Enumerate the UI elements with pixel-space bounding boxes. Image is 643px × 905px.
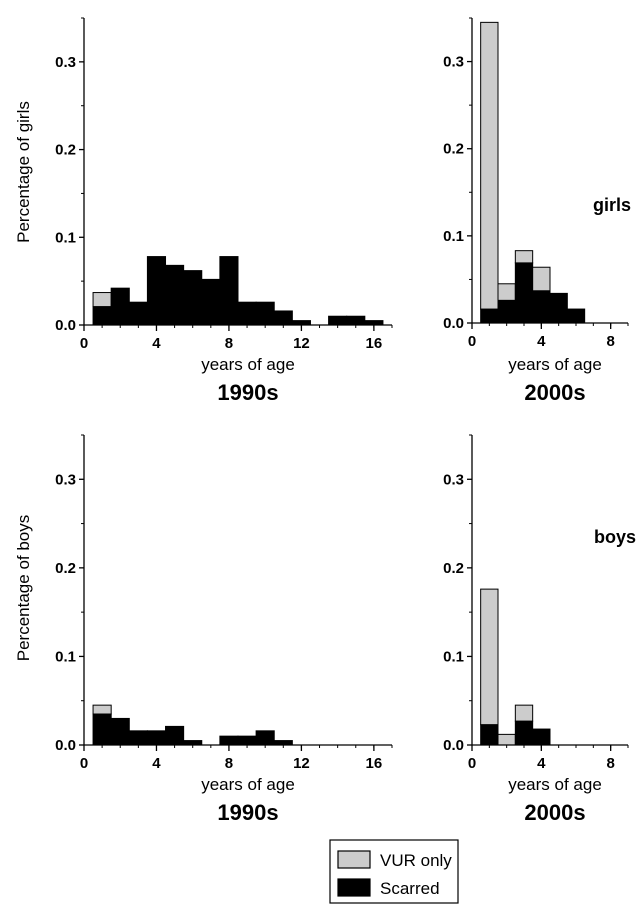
bar-scarred-girls-1990s-11	[273, 310, 293, 326]
y-tick-label-girls-1990s: 0.0	[55, 317, 76, 334]
bar-scarred-boys-2000s-3	[514, 720, 534, 746]
bar-scarred-girls-1990s-7	[201, 278, 221, 326]
x-axis-label-girls-1990s: years of age	[201, 355, 295, 374]
y-tick-label-girls-1990s: 0.2	[55, 142, 76, 159]
x-tick-label-boys-1990s: 16	[366, 755, 383, 772]
legend-label-scarred: Scarred	[380, 879, 440, 898]
x-tick-label-girls-2000s: 0	[468, 333, 476, 350]
x-axis-label-boys-1990s: years of age	[201, 775, 295, 794]
panel-girls-1990s: 0.0 0.1 0.2 0.3 0 4 8 12 16 years of age 1990s Perc…	[14, 17, 393, 405]
x-tick-label-boys-1990s: 12	[293, 755, 310, 772]
x-tick-label-boys-2000s: 0	[468, 755, 476, 772]
bar-scarred-boys-2000s-4	[532, 728, 551, 746]
decade-label-girls-2000s: 2000s	[524, 380, 585, 405]
bar-scarred-boys-2000s-1	[480, 724, 499, 746]
bar-vur-only-boys-2000s-3	[514, 704, 534, 722]
x-tick-label-girls-2000s: 4	[537, 333, 546, 350]
bar-scarred-boys-1990s-10	[255, 730, 275, 746]
bar-scarred-girls-1990s-6	[183, 270, 203, 326]
y-tick-label-boys-2000s: 0.3	[443, 471, 464, 488]
group-label-boys-2000s: boys	[594, 527, 636, 547]
bar-vur-only-boys-2000s-1	[480, 588, 499, 726]
panels: 0.0 0.1 0.2 0.3 0 4 8 12 16 years of age 1990s Perc…	[14, 17, 636, 825]
bar-scarred-girls-1990s-9	[237, 301, 257, 326]
bar-vur-only-girls-1990s-1	[92, 292, 112, 308]
bar-scarred-girls-1990s-16	[364, 320, 384, 326]
x-tick-label-boys-1990s: 0	[80, 755, 88, 772]
bar-scarred-girls-1990s-4	[146, 256, 167, 326]
bar-scarred-girls-1990s-12	[291, 320, 311, 326]
x-tick-label-boys-1990s: 4	[152, 755, 161, 772]
x-axis-label-boys-2000s: years of age	[508, 775, 602, 794]
x-tick-label-girls-1990s: 4	[152, 335, 161, 352]
legend: VUR only Scarred	[329, 839, 459, 904]
bar-scarred-boys-1990s-3	[128, 730, 148, 746]
x-tick-label-girls-1990s: 12	[293, 335, 310, 352]
bar-scarred-girls-1990s-3	[128, 301, 148, 326]
decade-label-boys-2000s: 2000s	[524, 800, 585, 825]
bar-scarred-girls-2000s-4	[532, 290, 551, 324]
y-tick-label-girls-2000s: 0.2	[443, 141, 464, 158]
bar-scarred-girls-2000s-5	[549, 292, 568, 324]
x-axis-label-girls-2000s: years of age	[508, 355, 602, 374]
bar-scarred-boys-1990s-11	[273, 740, 293, 746]
bar-vur-only-boys-2000s-2	[497, 733, 516, 746]
bar-scarred-boys-1990s-5	[165, 725, 185, 746]
bar-scarred-girls-2000s-1	[480, 308, 499, 324]
legend-label-vur-only: VUR only	[380, 851, 452, 870]
y-tick-label-boys-2000s: 0.0	[443, 737, 464, 754]
bar-scarred-girls-1990s-5	[165, 264, 185, 326]
bar-scarred-girls-1990s-10	[255, 301, 275, 326]
panel-boys-1990s: 0.0 0.1 0.2 0.3 0 4 8 12 16 years of age 1990s Perc…	[14, 434, 393, 825]
legend-swatch-vur-only	[337, 850, 371, 869]
x-tick-label-boys-2000s: 4	[537, 755, 546, 772]
bar-scarred-girls-1990s-14	[328, 315, 348, 326]
y-tick-label-boys-1990s: 0.0	[55, 737, 76, 754]
decade-label-boys-1990s: 1990s	[217, 800, 278, 825]
bar-scarred-boys-1990s-4	[146, 730, 167, 746]
x-tick-label-girls-2000s: 8	[606, 333, 614, 350]
bar-vur-only-boys-1990s-1	[92, 704, 112, 715]
bar-vur-only-girls-2000s-3	[514, 250, 534, 264]
bar-vur-only-girls-2000s-1	[480, 21, 499, 310]
x-tick-label-boys-1990s: 8	[225, 755, 233, 772]
bar-vur-only-girls-2000s-2	[497, 283, 516, 301]
decade-label-girls-1990s: 1990s	[217, 380, 278, 405]
bar-scarred-girls-1990s-8	[219, 256, 239, 326]
y-tick-label-girls-2000s: 0.3	[443, 54, 464, 71]
bar-scarred-girls-2000s-3	[514, 262, 534, 324]
y-tick-label-boys-2000s: 0.2	[443, 560, 464, 577]
bar-scarred-boys-1990s-9	[237, 735, 257, 746]
x-tick-label-girls-1990s: 0	[80, 335, 88, 352]
bar-scarred-boys-1990s-1	[92, 713, 112, 746]
bar-scarred-boys-1990s-8	[219, 735, 239, 746]
y-tick-label-boys-1990s: 0.2	[55, 560, 76, 577]
x-tick-label-boys-2000s: 8	[606, 755, 614, 772]
y-tick-label-girls-1990s: 0.1	[55, 229, 76, 246]
y-tick-label-boys-2000s: 0.1	[443, 648, 464, 665]
y-axis-label-boys-1990s: Percentage of boys	[14, 515, 33, 661]
y-tick-label-girls-2000s: 0.0	[443, 315, 464, 332]
bar-scarred-girls-2000s-2	[497, 299, 516, 324]
bar-scarred-girls-1990s-2	[110, 287, 130, 326]
y-tick-label-girls-2000s: 0.1	[443, 228, 464, 245]
bar-scarred-boys-1990s-6	[183, 740, 203, 746]
y-tick-label-girls-1990s: 0.3	[55, 54, 76, 71]
bar-scarred-girls-1990s-15	[346, 315, 366, 326]
x-tick-label-girls-1990s: 8	[225, 335, 233, 352]
bar-scarred-boys-1990s-2	[110, 717, 130, 746]
group-label-girls-2000s: girls	[593, 195, 631, 215]
legend-swatch-scarred	[337, 878, 371, 897]
bar-scarred-girls-1990s-1	[92, 306, 112, 326]
y-axis-label-girls-1990s: Percentage of girls	[14, 101, 33, 243]
bar-vur-only-girls-2000s-4	[532, 266, 551, 292]
bar-scarred-girls-2000s-6	[566, 308, 586, 324]
y-tick-label-boys-1990s: 0.1	[55, 648, 76, 665]
x-tick-label-girls-1990s: 16	[366, 335, 383, 352]
y-tick-label-boys-1990s: 0.3	[55, 471, 76, 488]
